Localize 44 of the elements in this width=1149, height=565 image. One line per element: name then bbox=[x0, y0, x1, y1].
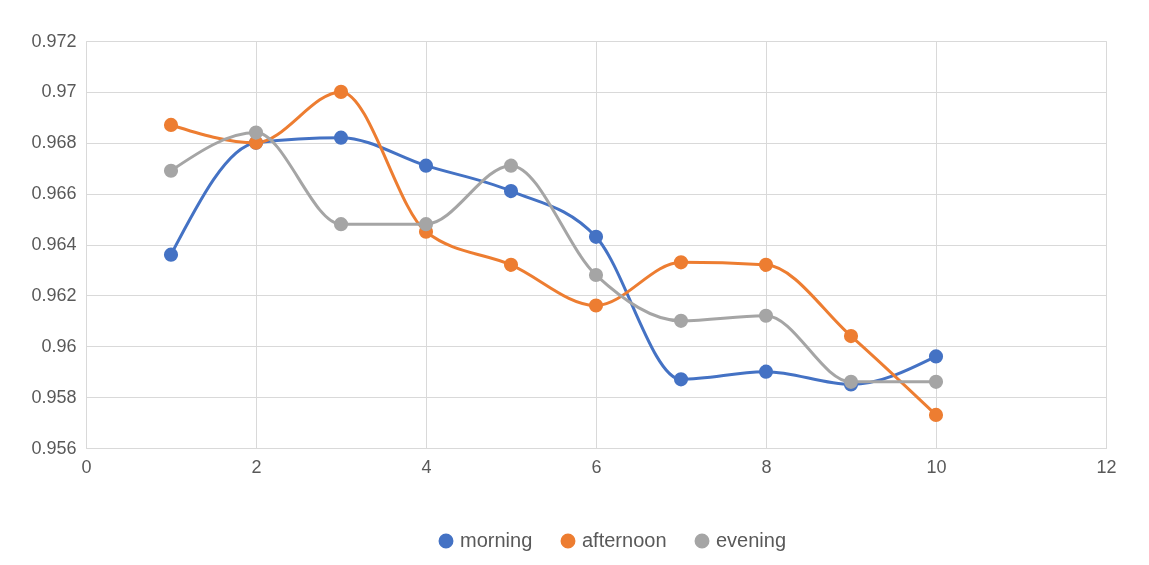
legend-label: morning bbox=[460, 529, 533, 551]
x-tick-label: 4 bbox=[421, 456, 432, 477]
x-tick-label: 12 bbox=[1096, 456, 1117, 477]
point bbox=[503, 257, 519, 272]
y-tick-label: 0.964 bbox=[31, 234, 77, 254]
x-tick-label: 6 bbox=[591, 456, 602, 477]
point bbox=[333, 217, 349, 232]
point bbox=[418, 158, 434, 173]
point bbox=[673, 313, 689, 328]
x-tick-label: 2 bbox=[251, 456, 262, 477]
y-tick-label: 0.956 bbox=[31, 437, 77, 458]
point bbox=[588, 298, 604, 313]
point bbox=[928, 407, 944, 422]
x-tick-label: 10 bbox=[926, 456, 947, 477]
legend-label: evening bbox=[716, 529, 787, 551]
point bbox=[163, 247, 179, 262]
y-tick-label: 0.966 bbox=[31, 183, 77, 204]
point bbox=[673, 372, 689, 387]
point bbox=[673, 255, 689, 270]
y-tick-label: 0.958 bbox=[31, 386, 77, 407]
point bbox=[333, 130, 349, 145]
point bbox=[503, 158, 519, 173]
x-tick-label: 8 bbox=[761, 456, 772, 477]
point bbox=[758, 364, 774, 379]
point bbox=[588, 229, 604, 244]
point bbox=[333, 84, 349, 99]
point bbox=[758, 308, 774, 323]
point bbox=[588, 267, 604, 283]
y-tick-label: 0.962 bbox=[31, 284, 77, 305]
point bbox=[928, 349, 944, 364]
point bbox=[843, 329, 859, 344]
point bbox=[248, 125, 264, 140]
x-tick-label: 0 bbox=[81, 456, 92, 477]
y-tick-label: 0.97 bbox=[41, 81, 77, 102]
point bbox=[163, 163, 179, 178]
y-tick-label: 0.96 bbox=[41, 335, 77, 356]
point bbox=[928, 374, 944, 389]
point bbox=[418, 217, 434, 232]
y-tick-label: 0.968 bbox=[31, 132, 77, 153]
point bbox=[758, 257, 774, 272]
point bbox=[503, 184, 519, 199]
legend-label: afternoon bbox=[582, 529, 667, 551]
y-tick-label: 0.972 bbox=[31, 30, 77, 51]
point bbox=[163, 117, 179, 132]
